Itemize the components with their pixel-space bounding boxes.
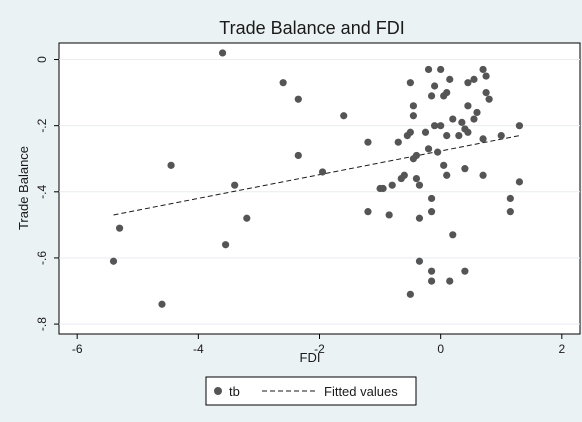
plot-area [58, 42, 581, 335]
data-point [394, 138, 402, 146]
data-point [437, 122, 445, 130]
data-point [470, 75, 478, 83]
data-point [406, 79, 414, 87]
data-point [388, 181, 396, 189]
data-point [412, 151, 421, 160]
data-point [412, 174, 421, 183]
chart-title: Trade Balance and FDI [219, 18, 404, 38]
data-point [421, 128, 430, 136]
data-point [470, 115, 478, 123]
data-point [424, 65, 433, 74]
x-tick-label: -4 [193, 342, 204, 356]
data-point [443, 171, 451, 179]
data-point [479, 135, 487, 143]
data-point [385, 211, 393, 219]
data-point [427, 194, 436, 203]
legend-marker-tb [214, 387, 222, 395]
x-axis: -6 -4 -2 0 2 [72, 334, 565, 356]
data-point [434, 148, 442, 156]
legend-label-tb: tb [229, 384, 240, 399]
data-point [458, 118, 466, 126]
data-point [482, 89, 490, 97]
fitted-values-series [113, 135, 520, 216]
data-point [318, 168, 327, 176]
legend-label-fitted: Fitted values [324, 384, 398, 399]
data-point [427, 92, 436, 100]
data-point [455, 131, 463, 140]
data-point [464, 79, 472, 87]
data-point [231, 181, 239, 189]
x-tick-label: 2 [558, 342, 565, 356]
gridlines [59, 59, 580, 325]
data-point [109, 257, 118, 265]
data-point [446, 75, 454, 83]
tb-series [109, 49, 524, 308]
data-point [464, 102, 472, 110]
data-point [506, 194, 514, 203]
data-point [424, 145, 433, 153]
data-point [415, 181, 424, 189]
data-point [218, 49, 227, 57]
x-tick-label: -2 [314, 342, 325, 356]
data-point [115, 224, 124, 232]
data-point [461, 267, 469, 275]
y-tick-label: -.2 [35, 118, 49, 132]
data-point [415, 257, 424, 265]
data-point [243, 214, 251, 222]
data-point [497, 131, 505, 140]
data-point [464, 128, 472, 136]
data-point [515, 178, 524, 186]
data-point [443, 131, 451, 140]
data-point [482, 72, 490, 80]
data-point [400, 171, 408, 179]
data-point [427, 277, 436, 285]
data-point [379, 184, 387, 193]
data-point [479, 171, 487, 179]
y-tick-label: -.8 [35, 317, 49, 331]
data-point [427, 267, 436, 275]
x-tick-label: -6 [72, 342, 83, 356]
data-point [437, 65, 445, 74]
y-axis-title: Trade Balance [16, 146, 31, 230]
data-point [221, 241, 230, 249]
data-point [515, 122, 524, 130]
x-axis-title: FDI [300, 350, 321, 365]
data-point [479, 65, 487, 74]
data-point [443, 89, 451, 97]
y-tick-label: -.4 [35, 184, 49, 198]
data-point [506, 208, 514, 216]
data-point [409, 112, 418, 120]
data-point [364, 138, 372, 146]
data-point [473, 108, 481, 117]
data-point [294, 151, 302, 160]
data-point [158, 300, 166, 308]
data-point [427, 208, 436, 216]
data-point [461, 165, 469, 173]
y-axis: 0 -.2 -.4 -.6 -.8 [35, 56, 59, 331]
data-point [485, 95, 493, 103]
data-point [431, 122, 439, 130]
y-tick-label: 0 [35, 56, 49, 63]
data-point [364, 208, 372, 216]
x-tick-label: 0 [437, 342, 444, 356]
legend: tb Fitted values [205, 376, 417, 406]
y-tick-label: -.6 [35, 251, 49, 265]
data-point [446, 277, 454, 285]
data-point [167, 161, 175, 169]
data-point [294, 95, 302, 103]
data-point [431, 82, 439, 90]
data-point [449, 115, 457, 123]
data-point [279, 79, 287, 87]
fitted-line [113, 135, 520, 216]
data-point [409, 102, 418, 110]
data-point [340, 112, 348, 120]
data-point [449, 231, 457, 239]
data-point [406, 128, 414, 136]
data-point [415, 214, 424, 222]
data-point [440, 161, 448, 169]
data-point [406, 290, 414, 298]
